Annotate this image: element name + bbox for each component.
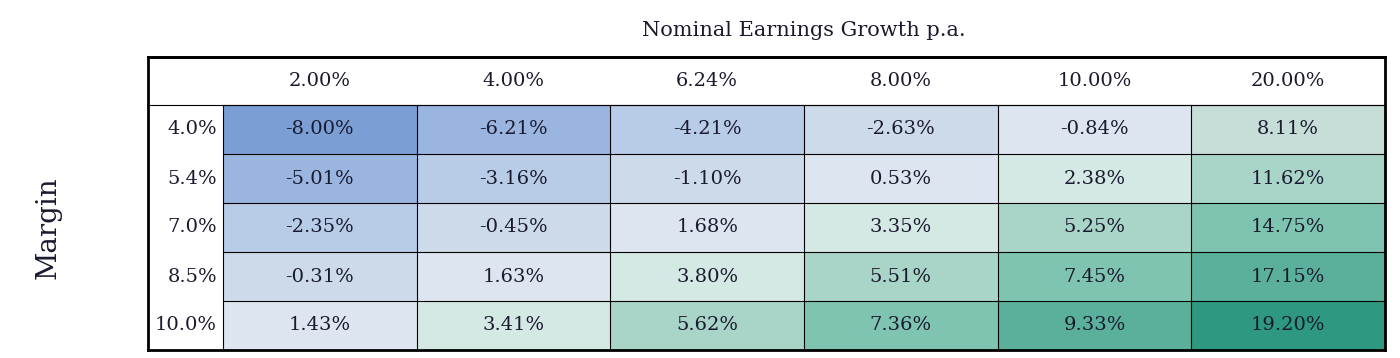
Bar [223,105,417,154]
Bar [998,203,1191,252]
Text: 1.43%: 1.43% [288,316,351,334]
Bar [417,252,610,301]
Text: 3.35%: 3.35% [869,218,932,237]
Text: 7.36%: 7.36% [869,316,932,334]
Text: -5.01%: -5.01% [286,169,354,188]
Bar [1191,154,1385,203]
Text: 20.00%: 20.00% [1252,72,1326,90]
Text: -8.00%: -8.00% [286,121,354,139]
Text: 17.15%: 17.15% [1252,267,1326,285]
Text: 8.11%: 8.11% [1257,121,1319,139]
Text: 4.0%: 4.0% [168,121,217,139]
Text: 19.20%: 19.20% [1252,316,1326,334]
Text: Nominal Earnings Growth p.a.: Nominal Earnings Growth p.a. [643,21,966,40]
Text: 0.53%: 0.53% [869,169,932,188]
Text: 7.45%: 7.45% [1064,267,1126,285]
Text: 5.51%: 5.51% [869,267,932,285]
Bar [417,105,610,154]
Text: 1.68%: 1.68% [676,218,738,237]
Text: Margin: Margin [35,176,62,279]
Bar [417,301,610,350]
Bar [804,105,998,154]
Text: 9.33%: 9.33% [1064,316,1126,334]
Bar [1191,105,1385,154]
Bar [998,154,1191,203]
Text: 3.41%: 3.41% [483,316,545,334]
Bar [223,154,417,203]
Bar [417,154,610,203]
Text: 11.62%: 11.62% [1252,169,1326,188]
Bar [1191,203,1385,252]
Text: 14.75%: 14.75% [1252,218,1326,237]
Text: 7.0%: 7.0% [168,218,217,237]
Text: 6.24%: 6.24% [676,72,738,90]
Bar [998,105,1191,154]
Bar [610,154,804,203]
Bar [223,301,417,350]
Text: 5.4%: 5.4% [168,169,217,188]
Bar [223,203,417,252]
Text: -0.84%: -0.84% [1060,121,1128,139]
Bar [1191,252,1385,301]
Bar [417,203,610,252]
Text: -3.16%: -3.16% [479,169,547,188]
Text: -0.45%: -0.45% [479,218,547,237]
Text: 8.00%: 8.00% [869,72,932,90]
Text: -1.10%: -1.10% [673,169,742,188]
Bar [998,252,1191,301]
Bar [804,301,998,350]
Text: 3.80%: 3.80% [676,267,738,285]
Text: 10.0%: 10.0% [155,316,217,334]
Text: -6.21%: -6.21% [479,121,547,139]
Bar [223,252,417,301]
Text: 5.25%: 5.25% [1064,218,1126,237]
Bar [610,301,804,350]
Text: 4.00%: 4.00% [483,72,545,90]
Bar [804,154,998,203]
Text: -4.21%: -4.21% [673,121,742,139]
Text: 8.5%: 8.5% [168,267,217,285]
Bar [998,301,1191,350]
Text: 5.62%: 5.62% [676,316,738,334]
Text: 10.00%: 10.00% [1057,72,1131,90]
Text: 1.63%: 1.63% [483,267,545,285]
Text: 2.38%: 2.38% [1064,169,1126,188]
Bar [610,105,804,154]
Bar [610,252,804,301]
Bar [1191,301,1385,350]
Bar [804,252,998,301]
Bar [610,203,804,252]
Text: -2.63%: -2.63% [867,121,935,139]
Text: -2.35%: -2.35% [286,218,354,237]
Text: 2.00%: 2.00% [288,72,351,90]
Bar [804,203,998,252]
Text: -0.31%: -0.31% [286,267,354,285]
